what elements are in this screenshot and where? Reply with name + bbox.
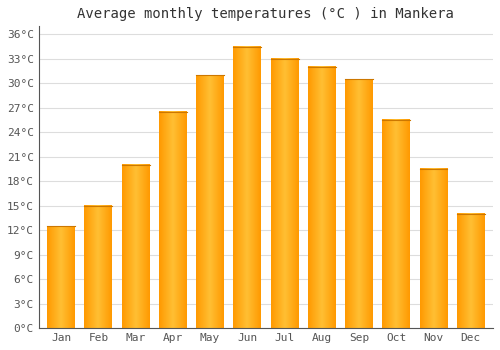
Title: Average monthly temperatures (°C ) in Mankera: Average monthly temperatures (°C ) in Ma…: [78, 7, 454, 21]
